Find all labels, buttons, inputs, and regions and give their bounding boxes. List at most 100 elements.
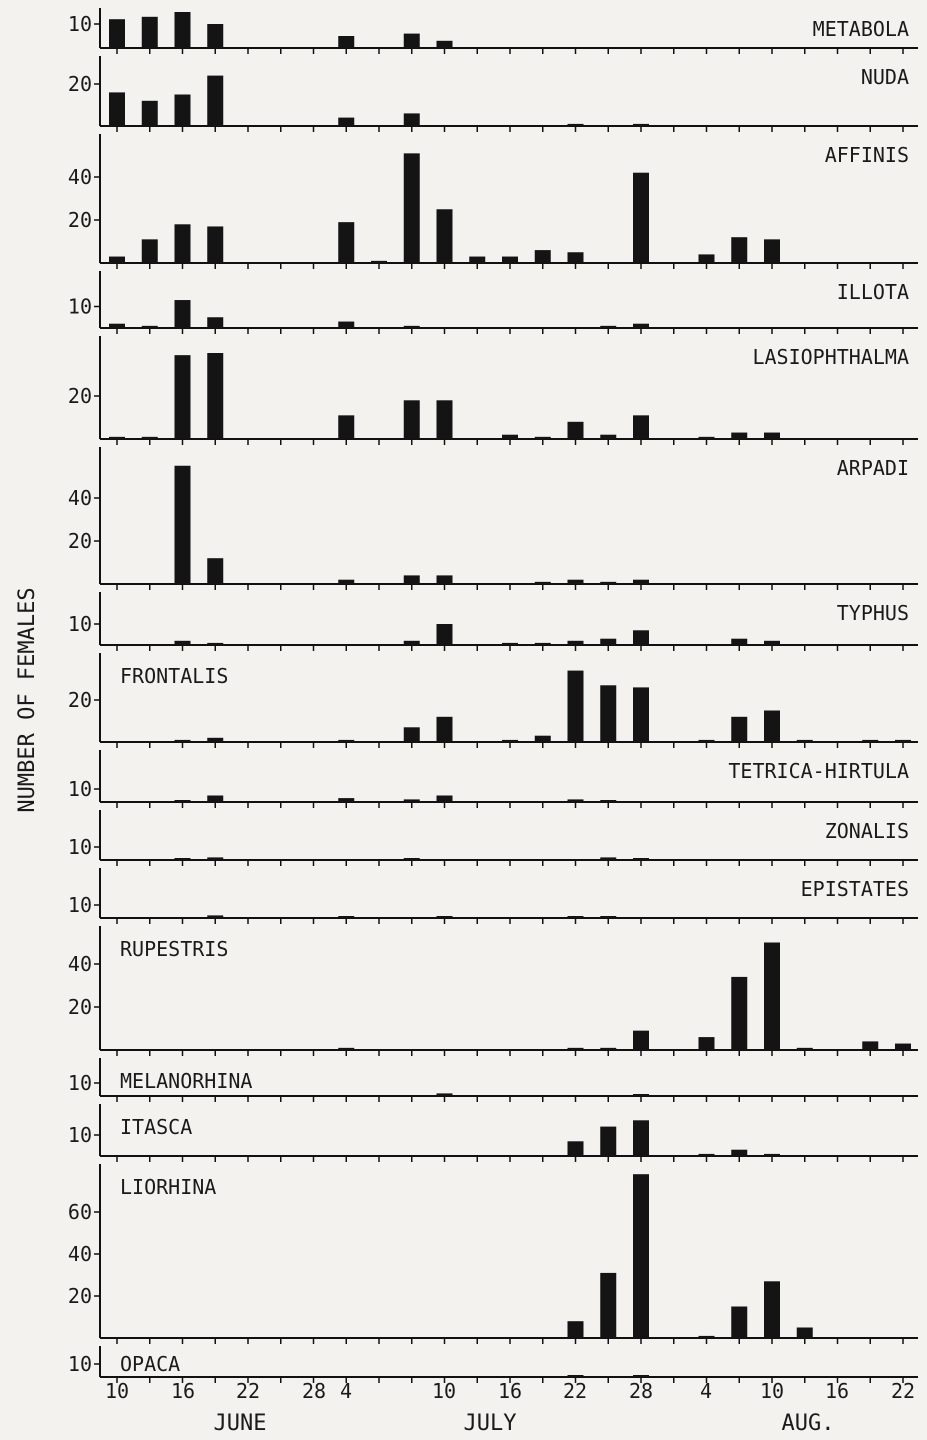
panel-metabola: 10 METABOLA xyxy=(68,8,918,54)
bar xyxy=(534,436,551,439)
bar xyxy=(174,739,191,742)
bar xyxy=(567,640,584,645)
panel-tetrica-hirtula: 10 TETRICA-HIRTULA xyxy=(68,750,918,808)
species-label-metabola: METABOLA xyxy=(813,17,909,41)
bar xyxy=(141,239,158,263)
bar xyxy=(338,798,355,802)
bar xyxy=(567,1047,584,1050)
bar xyxy=(764,432,780,439)
panel-frontalis: 20 FRONTALIS xyxy=(68,653,918,748)
bar xyxy=(141,436,158,439)
bar xyxy=(207,558,224,584)
bar xyxy=(207,317,224,328)
bar xyxy=(567,1141,584,1156)
bar xyxy=(338,36,355,48)
bar xyxy=(502,642,518,645)
bar xyxy=(141,16,158,48)
x-tick-label: 10 xyxy=(432,1379,456,1403)
bar xyxy=(436,916,453,918)
y-tick-label: 40 xyxy=(68,165,92,189)
y-tick-label: 10 xyxy=(68,893,92,917)
bar xyxy=(403,858,420,860)
bar xyxy=(698,1335,715,1338)
bar xyxy=(862,739,879,742)
bar xyxy=(109,92,125,126)
species-label-liorhina: LIORHINA xyxy=(120,1175,216,1199)
y-tick-label: 40 xyxy=(68,486,92,510)
y-tick-label: 20 xyxy=(68,688,92,712)
bar xyxy=(338,579,355,584)
panel-itasca: 10 ITASCA xyxy=(68,1104,918,1162)
bar xyxy=(633,172,649,263)
bar xyxy=(633,687,649,742)
bar xyxy=(109,19,125,48)
bar xyxy=(436,716,453,742)
bar xyxy=(698,1153,715,1156)
bar xyxy=(567,1321,584,1338)
species-label-nuda: NUDA xyxy=(861,65,909,89)
species-label-melanorhina: MELANORHINA xyxy=(120,1069,252,1093)
x-axis: 10 16 22 28 4 10 16 22 28 4 10 16 22 JUNE JULY AUG. xyxy=(105,1379,915,1436)
x-tick-label: 16 xyxy=(498,1379,522,1403)
bar xyxy=(534,642,551,645)
y-tick-label: 40 xyxy=(68,952,92,976)
bar xyxy=(567,1375,584,1377)
bar xyxy=(338,117,355,126)
bar xyxy=(469,256,486,263)
bar xyxy=(403,153,420,263)
bar xyxy=(633,858,649,860)
panel-opaca: 10 OPACA xyxy=(68,1346,918,1383)
bar xyxy=(567,252,584,263)
bar xyxy=(633,1120,649,1156)
bar xyxy=(698,436,715,439)
panel-rupestris: 20 40 RUPESTRIS xyxy=(68,926,918,1056)
bar xyxy=(207,642,224,645)
y-tick-label: 40 xyxy=(68,1242,92,1266)
bar xyxy=(207,24,224,48)
bar xyxy=(600,1272,617,1338)
bar xyxy=(403,400,420,439)
bar xyxy=(174,300,191,328)
bar xyxy=(338,415,355,439)
panel-melanorhina: 10 MELANORHINA xyxy=(68,1058,918,1102)
bar xyxy=(895,739,911,742)
bar xyxy=(567,421,584,439)
bar xyxy=(207,75,224,126)
y-tick-label: 10 xyxy=(68,612,92,636)
bar xyxy=(731,432,748,439)
y-tick-label: 60 xyxy=(68,1200,92,1224)
x-tick-label: 16 xyxy=(825,1379,849,1403)
bar xyxy=(338,321,355,328)
x-tick-label: 4 xyxy=(700,1379,712,1403)
bar xyxy=(338,739,355,742)
bar xyxy=(338,222,355,263)
bar xyxy=(764,1153,780,1156)
y-tick-label: 20 xyxy=(68,208,92,232)
bar xyxy=(731,976,748,1050)
species-label-opaca: OPACA xyxy=(120,1352,180,1376)
bar xyxy=(567,916,584,918)
panel-zonalis: 10 ZONALIS xyxy=(68,810,918,866)
bar xyxy=(502,256,518,263)
species-label-zonalis: ZONALIS xyxy=(825,819,909,843)
bar xyxy=(600,581,617,584)
bar xyxy=(534,581,551,584)
bar xyxy=(567,670,584,742)
bar xyxy=(600,638,617,645)
bar xyxy=(600,916,617,918)
x-tick-label: 16 xyxy=(171,1379,195,1403)
y-tick-label: 10 xyxy=(68,295,92,319)
bar xyxy=(436,624,453,645)
bar xyxy=(764,942,780,1050)
bar xyxy=(764,1281,780,1338)
bar xyxy=(403,325,420,328)
species-label-tetrica-hirtula: TETRICA-HIRTULA xyxy=(728,759,909,783)
species-label-typhus: TYPHUS xyxy=(837,601,909,625)
chart-panels: 10 METABOLA 20 NUDA 20 40 AFFINIS 10 ILLOTA 20 LAS… xyxy=(68,8,918,1383)
bar xyxy=(174,355,191,439)
bar xyxy=(403,799,420,802)
bar xyxy=(698,1037,715,1050)
bar xyxy=(895,1043,911,1050)
bar xyxy=(109,436,125,439)
bar xyxy=(731,237,748,263)
